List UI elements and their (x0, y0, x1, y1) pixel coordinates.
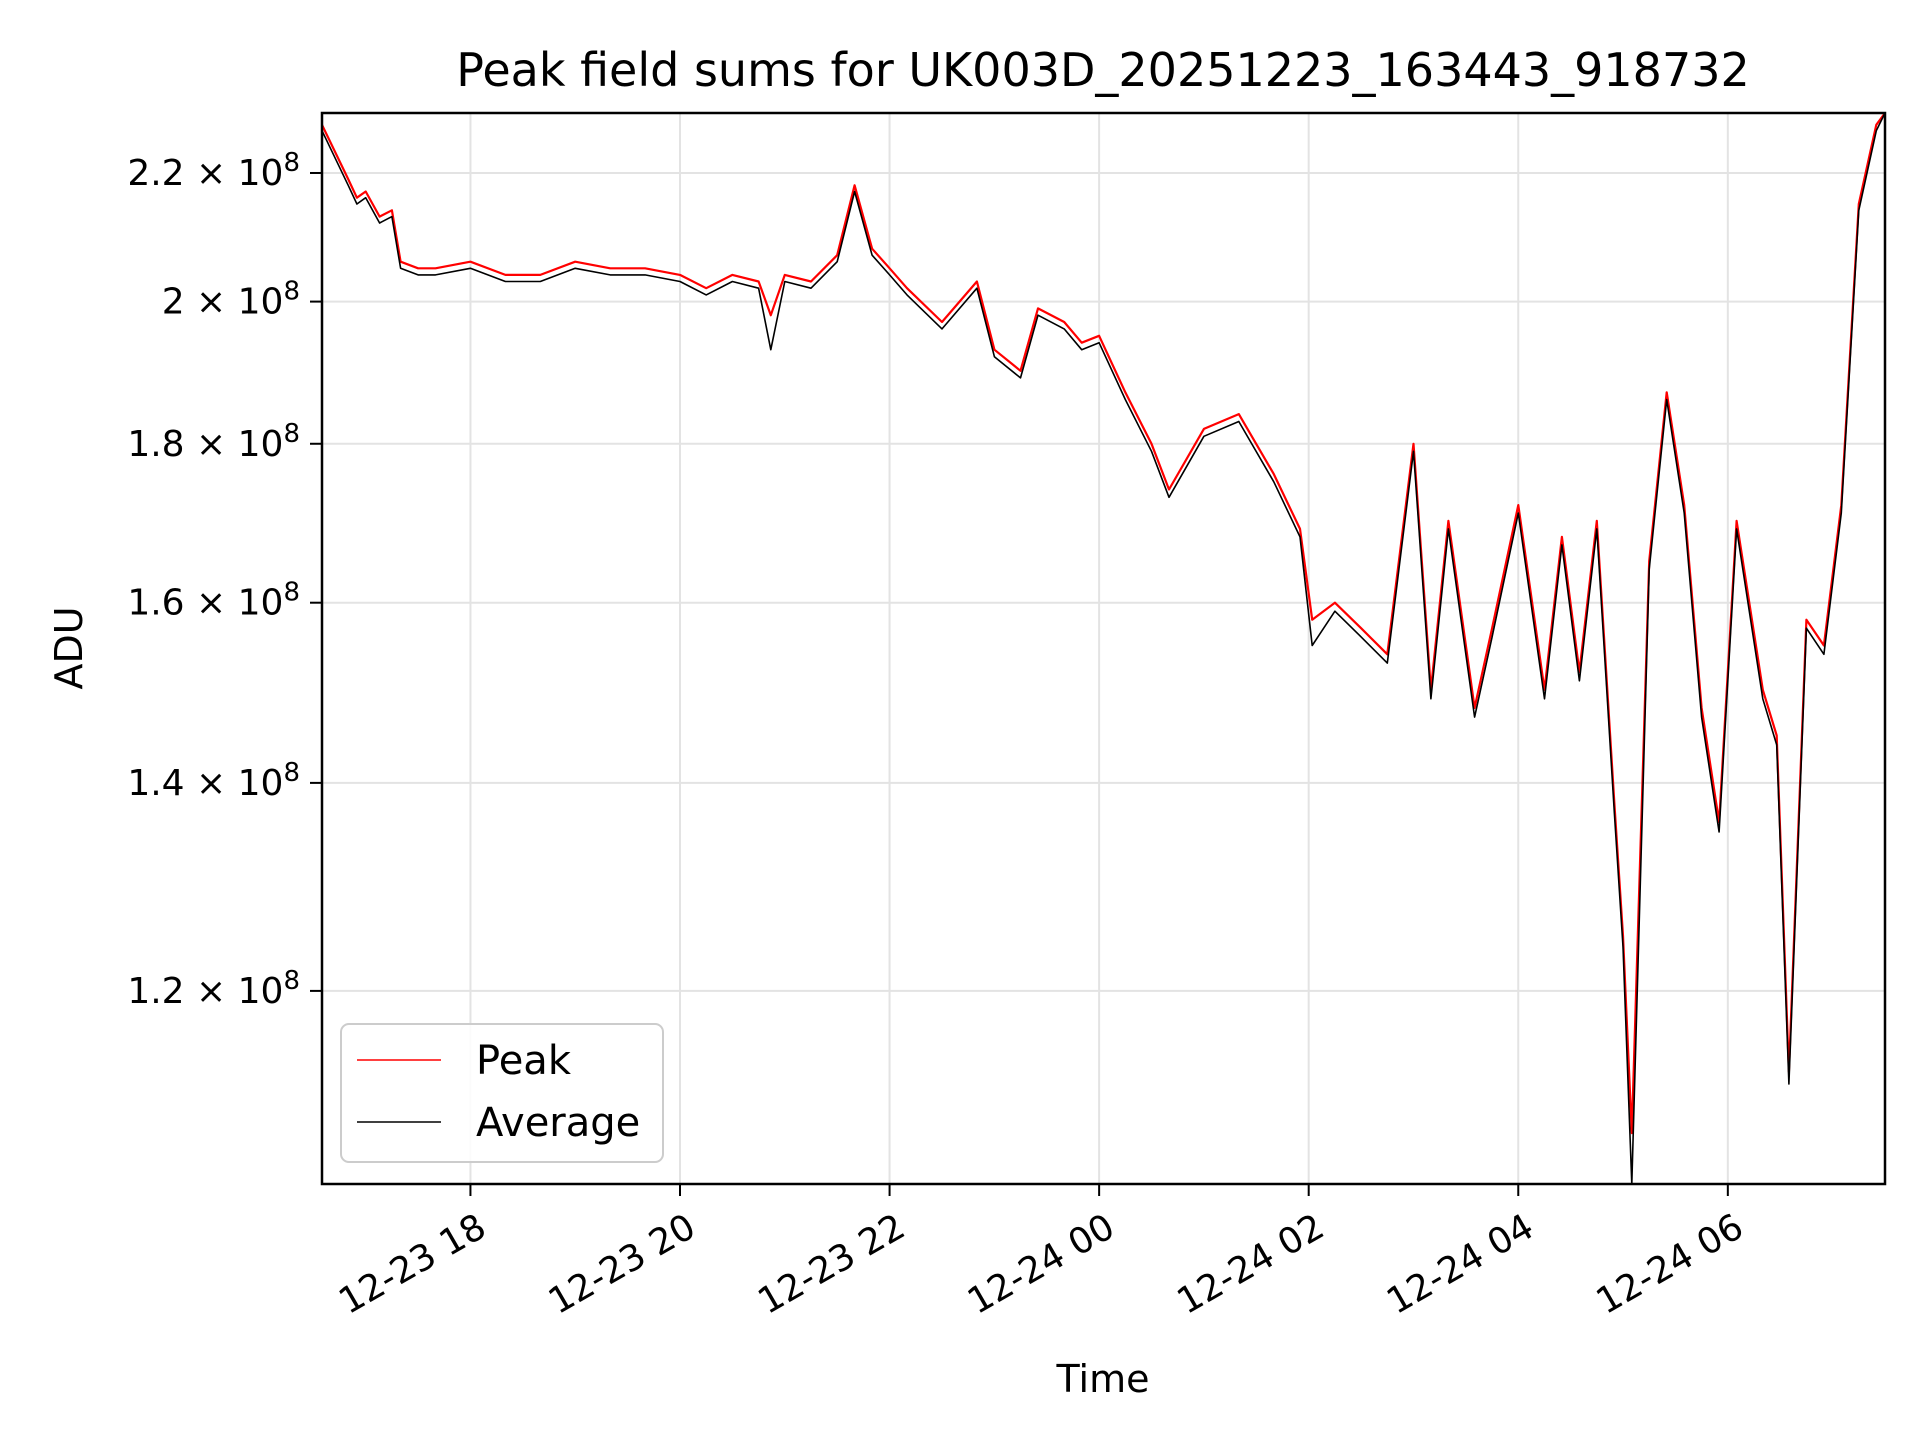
series-layer (321, 112, 1886, 1185)
y-tick-mantissa: 2 (162, 282, 185, 323)
y-tick-exponent: 8 (283, 758, 300, 788)
y-tick-label: 2.2 × 108 (127, 148, 300, 194)
y-tick-exponent: 8 (283, 148, 300, 178)
y-tick-exponent: 8 (283, 966, 300, 996)
chart-title: Peak field sums for UK003D_20251223_1634… (456, 43, 1750, 97)
y-tick-label: 1.2 × 108 (127, 966, 300, 1012)
series-line-peak (321, 112, 1886, 1135)
y-tick-label: 1.4 × 108 (127, 758, 300, 804)
grid-lines (322, 113, 1885, 1184)
x-axis-title: Time (1056, 1357, 1150, 1401)
y-tick-mantissa: 1.4 (127, 763, 184, 804)
series-line-average (321, 112, 1886, 1185)
y-tick-label: 1.6 × 108 (127, 578, 300, 624)
legend-average-label: Average (476, 1100, 640, 1146)
y-tick-label: 1.8 × 108 (127, 419, 300, 465)
y-tick-mantissa: 2.2 (127, 153, 184, 194)
y-tick-exponent: 8 (283, 578, 300, 608)
y-tick-mantissa: 1.8 (127, 424, 184, 465)
y-tick-mantissa: 1.6 (127, 583, 184, 624)
y-tick-label: 2 × 108 (162, 277, 300, 323)
y-tick-exponent: 8 (283, 419, 300, 449)
legend: Peak Average (340, 1023, 664, 1163)
legend-peak-label: Peak (476, 1038, 572, 1084)
y-axis: 1.2 × 108 1.4 × 108 1.6 × 108 1.8 × 108 2 × … (127, 148, 322, 1012)
y-tick-mantissa: 1.2 (127, 971, 184, 1012)
legend-box (340, 1023, 664, 1163)
plot-frame (320, 111, 1887, 1186)
y-axis-title: ADU (47, 606, 91, 689)
y-tick-exponent: 8 (283, 277, 300, 307)
